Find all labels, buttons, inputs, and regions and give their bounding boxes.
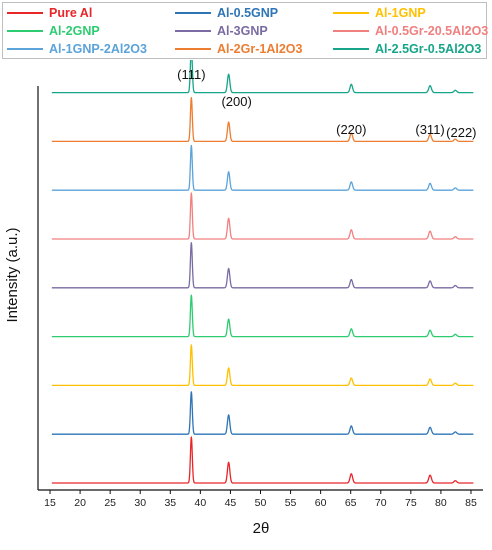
peak-label: (111) [177,67,205,82]
legend-swatch [175,47,211,50]
legend-swatch [7,11,43,14]
xrd-chart: 15 20 25 30 35 40 45 50 55 60 65 70 75 80 85 (111) (200… [4,60,483,537]
legend-label: Al-2.5Gr-0.5Al2O3 [375,41,482,56]
x-tick-label: 20 [74,497,86,509]
legend-item: Al-2Gr-1Al2O3 [175,40,302,57]
legend-label: Al-1GNP [375,5,426,20]
x-tick-label: 65 [345,497,357,509]
series-line [51,294,474,338]
series-line [51,242,474,289]
x-axis-title: 2θ [253,520,270,537]
series-line [51,60,474,94]
x-tick-label: 45 [225,497,237,509]
x-tick-label: 35 [164,497,176,509]
legend-label: Al-2Gr-1Al2O3 [217,41,303,56]
legend-item: Al-2GNP [7,22,100,39]
legend-label: Al-1GNP-2Al2O3 [49,41,147,56]
peak-annotations: (111) (200) (220) (311) (222) [177,67,476,140]
x-tick-label: 40 [195,497,207,509]
y-axis-title: Intensity (a.u.) [4,227,21,322]
legend-item: Al-2.5Gr-0.5Al2O3 [333,40,481,57]
legend-swatch [7,29,43,32]
x-tick-label: 85 [465,497,477,509]
series-line [51,344,474,387]
x-tick-label: 75 [405,497,417,509]
series-line [51,391,474,435]
legend-swatch [333,11,369,14]
x-tick-label: 30 [134,497,146,509]
legend-item: Al-1GNP [333,4,426,21]
series-line [51,144,474,191]
peak-label: (200) [221,94,251,109]
x-tick-label: 70 [375,497,387,509]
legend-label: Al-3GNP [217,23,268,38]
peak-label: (220) [336,122,366,137]
legend-item: Al-3GNP [175,22,268,39]
legend-label: Al-2GNP [49,23,100,38]
x-tick-label: 60 [315,497,327,509]
x-tick-label: 50 [255,497,267,509]
x-tick-label: 15 [44,497,56,509]
legend-swatch [7,47,43,50]
legend-label: Pure Al [49,5,93,20]
legend-label: Al-0.5Gr-20.5Al2O3 [375,23,489,38]
legend-item: Pure Al [7,4,92,21]
legend-item: Al-0.5Gr-20.5Al2O3 [333,22,488,39]
x-tick-label: 80 [435,497,447,509]
legend-swatch [333,29,369,32]
series-line [51,192,474,240]
legend-label: Al-0.5GNP [217,5,279,20]
legend-item: Al-1GNP-2Al2O3 [7,40,147,57]
legend-swatch [175,11,211,14]
x-tick-label: 55 [285,497,297,509]
x-tick-label: 25 [104,497,116,509]
series-line [51,97,474,143]
series-line [51,436,474,484]
legend-item: Al-0.5GNP [175,4,278,21]
legend: Pure Al Al-0.5GNP Al-1GNP Al-2GNP Al-3GNP Al-… [2,2,488,59]
series-layer [51,60,474,484]
peak-label: (222) [446,125,476,140]
legend-swatch [175,29,211,32]
peak-label: (311) [415,122,444,137]
legend-swatch [333,47,369,50]
axes: 15 20 25 30 35 40 45 50 55 60 65 70 75 80 85 [37,86,483,509]
